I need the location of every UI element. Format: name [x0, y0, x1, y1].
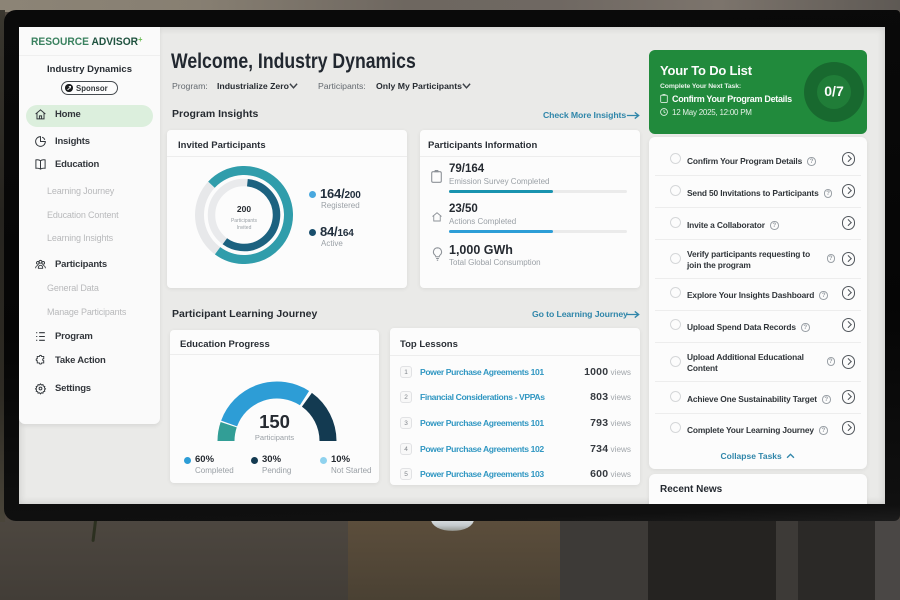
svg-text:Invited: Invited — [237, 225, 252, 231]
svg-text:Participants: Participants — [231, 218, 258, 224]
svg-text:200: 200 — [237, 204, 251, 214]
